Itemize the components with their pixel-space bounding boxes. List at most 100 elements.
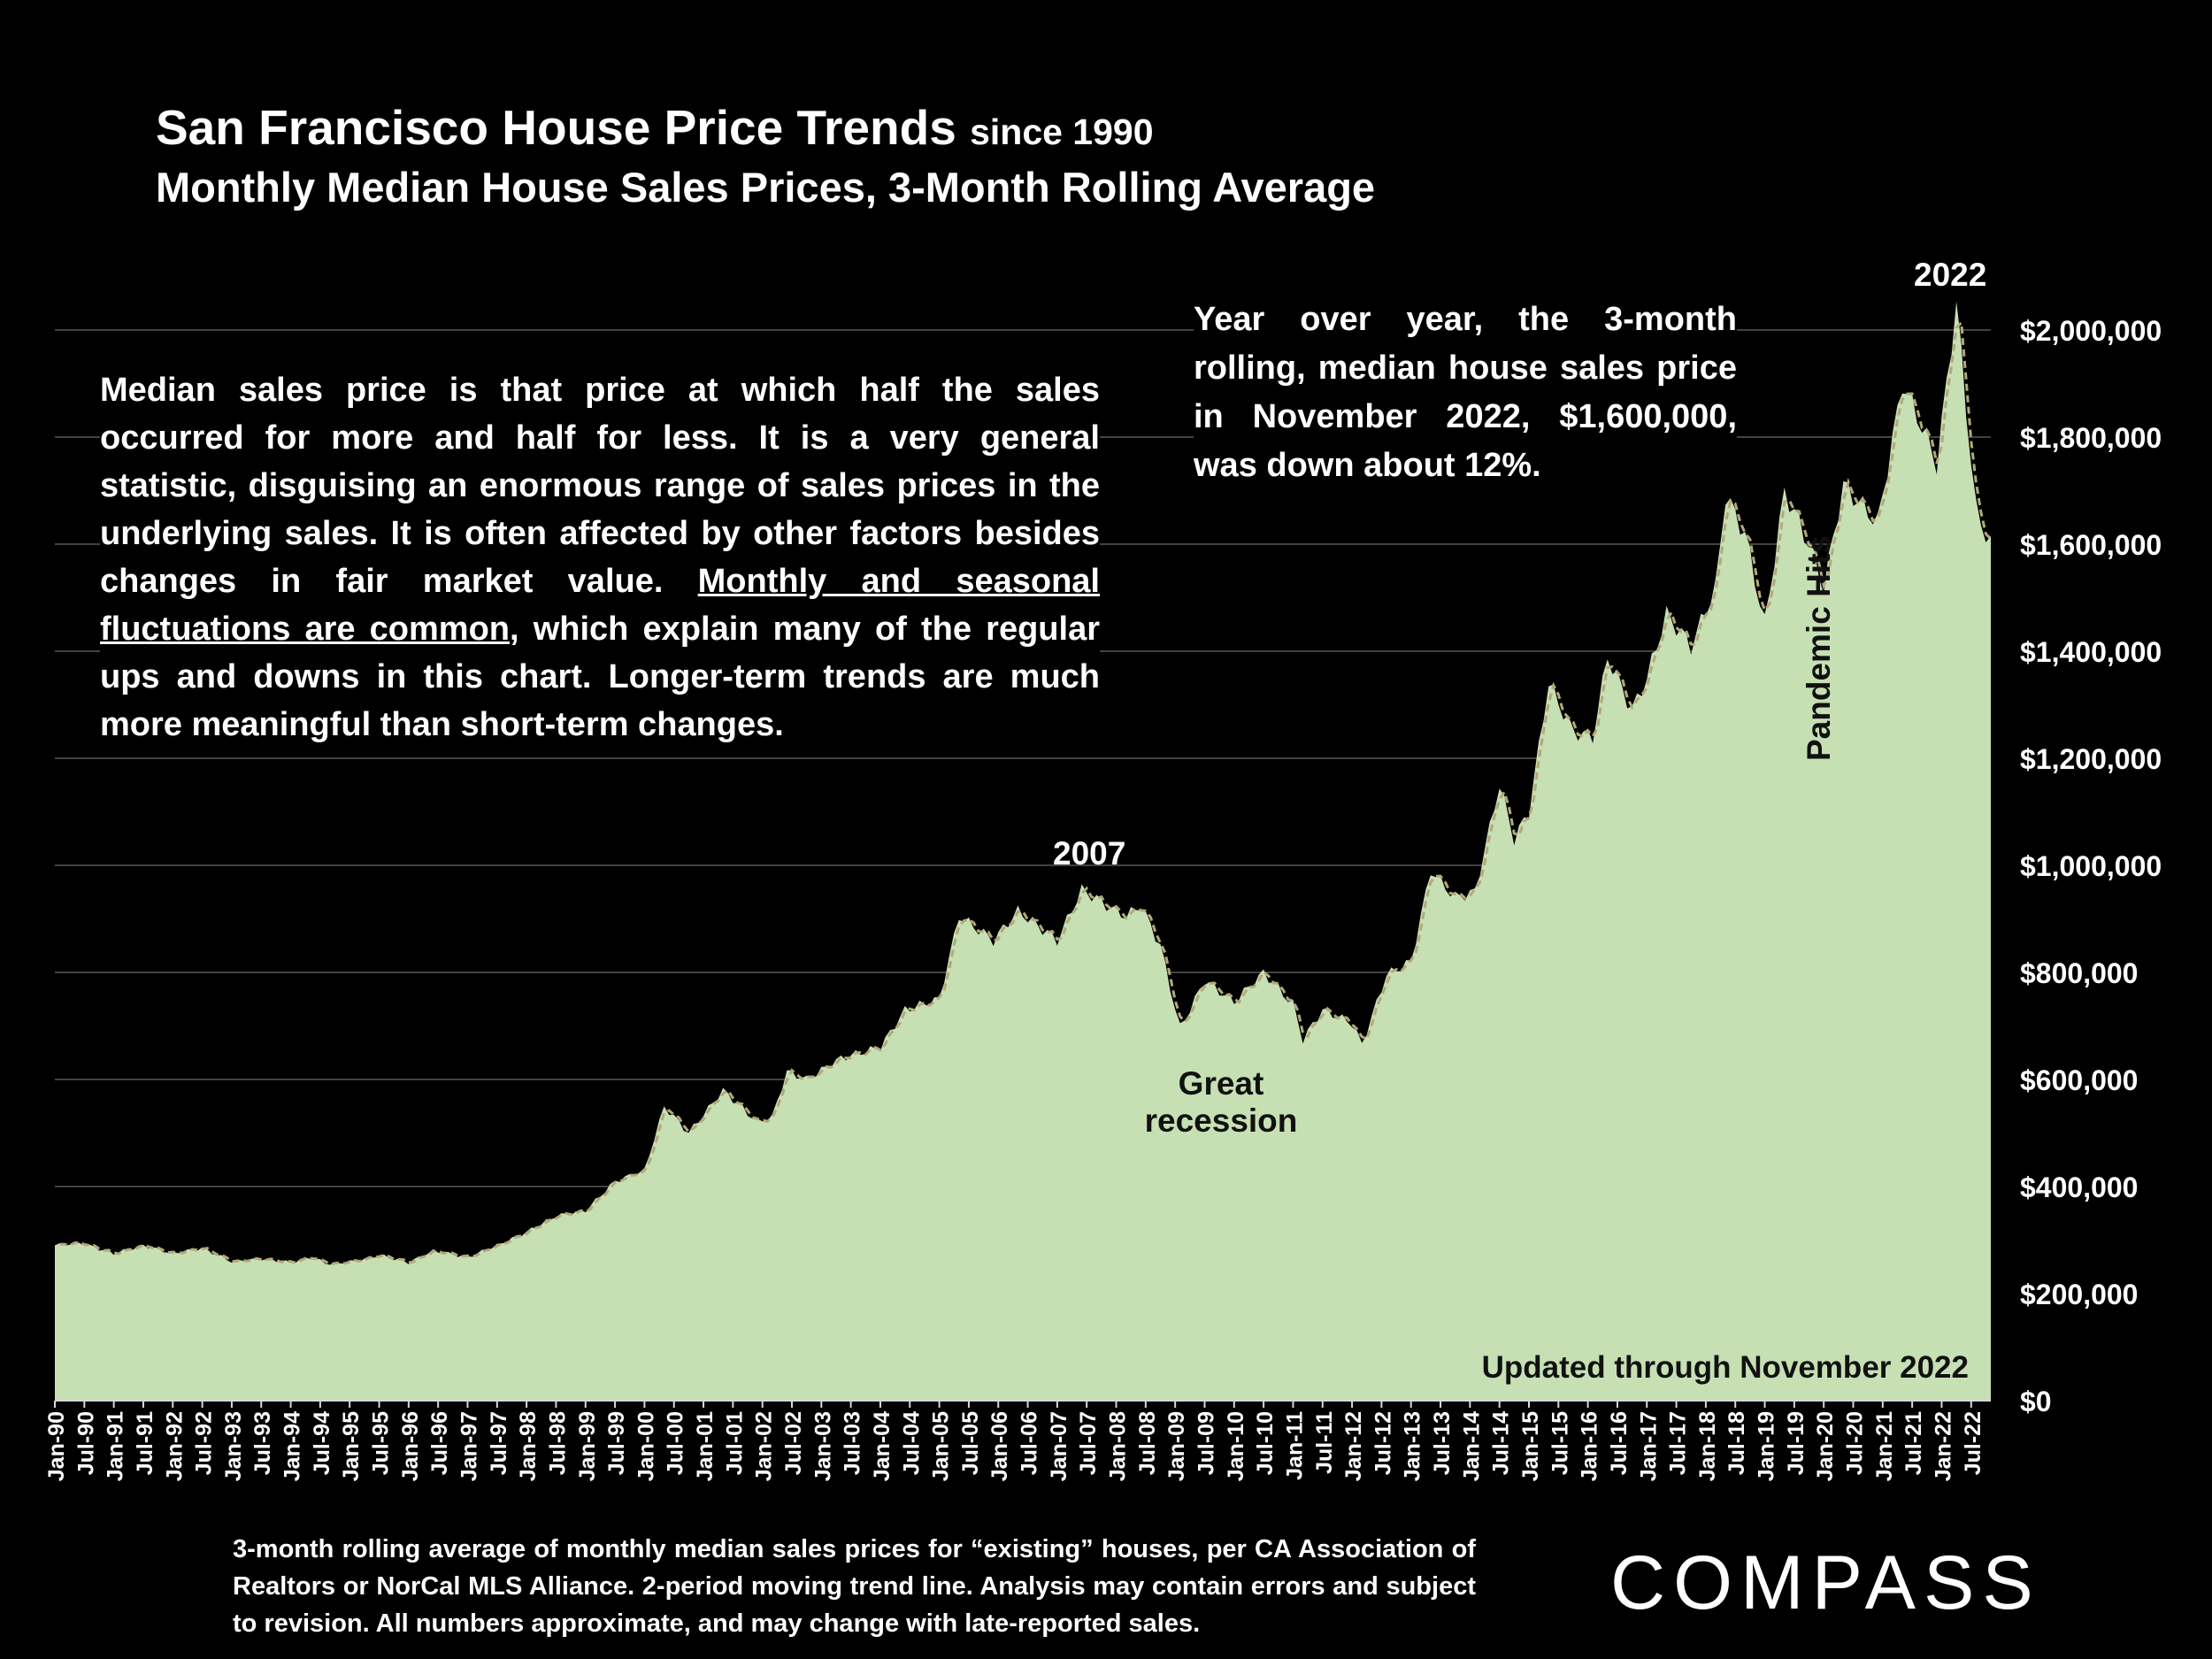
x-tick-label: Jan-17 xyxy=(1636,1411,1661,1481)
x-tick-label: Jan-21 xyxy=(1872,1411,1897,1481)
x-tick-label: Jan-02 xyxy=(752,1411,777,1481)
x-tick-label: Jul-10 xyxy=(1253,1411,1278,1475)
x-tick-label: Jul-18 xyxy=(1724,1411,1749,1475)
x-tick-label: Jul-97 xyxy=(487,1411,511,1475)
note-text-part2: , which explain many of the regular ups … xyxy=(100,611,1100,743)
recession-line2: recession xyxy=(1144,1102,1298,1139)
y-tick-label: $1,200,000 xyxy=(2020,743,2162,775)
y-tick-label: $0 xyxy=(2020,1386,2052,1417)
x-tick-label: Jul-96 xyxy=(427,1411,452,1475)
x-tick-label: Jul-92 xyxy=(192,1411,217,1475)
x-tick-label: Jan-11 xyxy=(1282,1411,1307,1480)
x-tick-label: Jan-05 xyxy=(929,1411,954,1481)
chart-title: San Francisco House Price Trends since 1… xyxy=(156,99,1154,156)
note-underlined-text: Monthly and seasonal fluctuations are co… xyxy=(100,563,1100,648)
x-tick-label: Jan-15 xyxy=(1518,1411,1543,1481)
x-tick-label: Jul-05 xyxy=(958,1411,983,1475)
x-tick-label: Jul-12 xyxy=(1371,1411,1395,1475)
compass-logo: COMPASS xyxy=(1610,1540,2041,1625)
x-tick-label: Jul-04 xyxy=(899,1411,924,1475)
note-text-part1: Median sales price is that price at whic… xyxy=(100,372,1100,600)
x-tick-label: Jan-03 xyxy=(810,1411,835,1481)
x-tick-label: Jan-93 xyxy=(221,1411,246,1481)
x-tick-label: Jul-00 xyxy=(664,1411,688,1475)
x-tick-label: Jul-17 xyxy=(1666,1411,1691,1475)
x-tick-label: Jan-95 xyxy=(339,1411,364,1481)
x-tick-label: Jul-93 xyxy=(250,1411,275,1475)
x-tick-label: Jul-02 xyxy=(781,1411,806,1475)
x-tick-label: Jan-97 xyxy=(457,1411,481,1481)
annotation-pandemic: Pandemic Hits xyxy=(1801,535,1837,761)
y-tick-label: $200,000 xyxy=(2020,1279,2138,1310)
x-tick-label: Jul-15 xyxy=(1548,1411,1572,1475)
x-tick-label: Jul-21 xyxy=(1901,1411,1926,1475)
y-tick-label: $600,000 xyxy=(2020,1064,2138,1096)
x-tick-label: Jul-11 xyxy=(1312,1411,1337,1474)
x-tick-label: Jan-92 xyxy=(162,1411,187,1481)
y-tick-label: $1,400,000 xyxy=(2020,636,2162,668)
x-axis-ticks: Jan-90 Jul-90 Jan-91 Jul-91 Jan-92 Jul-92 Jan-… xyxy=(44,1401,1985,1481)
x-tick-label: Jul-16 xyxy=(1607,1411,1632,1475)
x-tick-label: Jan-20 xyxy=(1813,1411,1838,1481)
trend-line xyxy=(59,319,1993,1266)
chart-subtitle: Monthly Median House Sales Prices, 3-Mon… xyxy=(156,164,1376,211)
x-tick-label: Jan-90 xyxy=(44,1411,69,1481)
x-tick-label: Jan-98 xyxy=(516,1411,541,1481)
year-over-year-note: Year over year, the 3-month rolling, med… xyxy=(1194,292,1737,494)
x-tick-label: Jan-00 xyxy=(634,1411,658,1481)
x-tick-label: Jul-03 xyxy=(841,1411,865,1475)
x-tick-label: Jul-19 xyxy=(1784,1411,1809,1475)
x-tick-label: Jan-96 xyxy=(398,1411,423,1481)
y-tick-label: $1,600,000 xyxy=(2020,529,2162,561)
x-tick-label: Jan-04 xyxy=(870,1411,895,1481)
x-tick-label: Jul-14 xyxy=(1489,1411,1514,1475)
x-tick-label: Jan-01 xyxy=(693,1411,718,1481)
x-tick-label: Jul-20 xyxy=(1843,1411,1868,1475)
recession-line1: Great xyxy=(1178,1065,1264,1102)
updated-through-label: Updated through November 2022 xyxy=(1481,1350,1969,1385)
x-tick-label: Jan-12 xyxy=(1341,1411,1366,1481)
x-tick-label: Jul-94 xyxy=(310,1411,334,1475)
x-tick-label: Jan-13 xyxy=(1401,1411,1425,1481)
x-tick-label: Jan-19 xyxy=(1755,1411,1779,1481)
x-tick-label: Jul-08 xyxy=(1135,1411,1160,1475)
x-tick-label: Jul-09 xyxy=(1194,1411,1218,1475)
x-tick-label: Jan-99 xyxy=(575,1411,600,1481)
price-area-series xyxy=(55,301,1991,1402)
median-explanation-note: Median sales price is that price at whic… xyxy=(100,361,1100,754)
x-tick-label: Jul-13 xyxy=(1430,1411,1455,1475)
x-tick-label: Jan-91 xyxy=(104,1411,128,1481)
y-tick-label: $2,000,000 xyxy=(2020,315,2162,347)
y-tick-label: $800,000 xyxy=(2020,957,2138,989)
footnote: 3-month rolling average of monthly media… xyxy=(233,1535,1476,1638)
x-tick-label: Jul-91 xyxy=(133,1411,157,1475)
chart-title-suffix: since 1990 xyxy=(970,111,1154,152)
x-tick-label: Jan-07 xyxy=(1047,1411,1071,1481)
x-tick-label: Jul-99 xyxy=(604,1411,629,1475)
x-tick-label: Jan-10 xyxy=(1224,1411,1248,1481)
y-axis-ticks: $0 $200,000 $400,000 $600,000 $800,000 $1,000… xyxy=(2020,315,2162,1417)
x-tick-label: Jan-18 xyxy=(1695,1411,1720,1481)
y-tick-label: $1,000,000 xyxy=(2020,850,2162,882)
x-tick-label: Jan-14 xyxy=(1459,1411,1484,1481)
x-tick-label: Jul-06 xyxy=(1018,1411,1042,1475)
x-tick-label: Jul-22 xyxy=(1961,1411,1985,1475)
chart-title-text: San Francisco House Price Trends xyxy=(156,100,956,155)
x-tick-label: Jul-98 xyxy=(545,1411,570,1475)
x-tick-label: Jan-08 xyxy=(1106,1411,1131,1481)
x-tick-label: Jan-06 xyxy=(987,1411,1012,1481)
annotation-great-recession: Great recession xyxy=(1137,1065,1305,1140)
x-tick-label: Jul-01 xyxy=(722,1411,747,1475)
x-tick-label: Jan-94 xyxy=(280,1411,305,1481)
annotation-2007: 2007 xyxy=(1053,835,1126,872)
x-tick-label: Jan-16 xyxy=(1578,1411,1602,1481)
x-tick-label: Jan-22 xyxy=(1931,1411,1955,1481)
annotation-2022: 2022 xyxy=(1914,257,1987,293)
x-tick-label: Jul-07 xyxy=(1076,1411,1101,1475)
x-tick-label: Jul-95 xyxy=(369,1411,394,1475)
y-tick-label: $1,800,000 xyxy=(2020,422,2162,454)
y-tick-label: $400,000 xyxy=(2020,1171,2138,1203)
x-tick-label: Jul-90 xyxy=(73,1411,98,1475)
x-tick-label: Jan-09 xyxy=(1164,1411,1189,1481)
